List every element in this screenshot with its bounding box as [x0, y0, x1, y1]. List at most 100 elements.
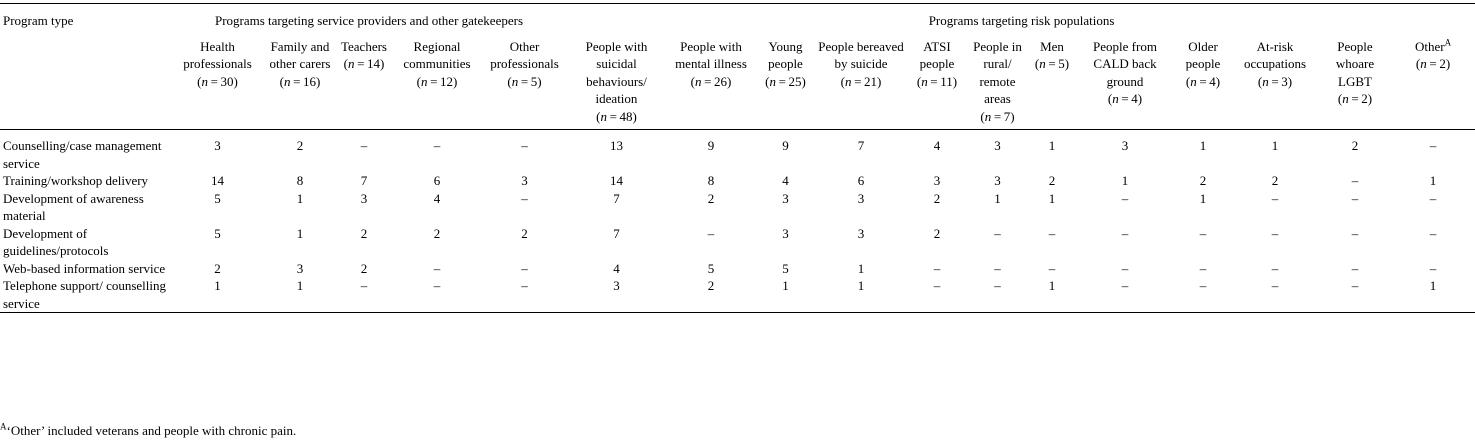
footnote-marker: A [0, 421, 7, 432]
table-cell: 1 [1271, 138, 1279, 153]
table-cell: – [1199, 260, 1207, 276]
table-cell: – [360, 278, 368, 293]
column-header-n: (n = 11) [916, 73, 958, 89]
column-header-n-value: 2 [1439, 56, 1446, 71]
column-header-n: (n = 4) [1185, 73, 1221, 89]
column-header-n: (n = 16) [279, 73, 321, 89]
column-header-label: Older people [1185, 38, 1221, 72]
table-cell: 9 [707, 138, 715, 153]
column-header-n: (n = 2) [1415, 56, 1451, 71]
table-cell: 2 [214, 260, 221, 276]
table-cell: 13 [610, 138, 623, 153]
table-cell: – [1351, 225, 1359, 241]
column-header-n-value: 30 [220, 73, 234, 89]
column-header-label: People in rural/ remote areas [973, 38, 1022, 107]
footnote: A‘Other’ included veterans and people wi… [0, 421, 297, 439]
table-cell: 2 [1271, 173, 1279, 188]
column-header: Health professionals (n = 30) [170, 30, 265, 130]
table-cell: 1 [1121, 173, 1129, 188]
column-header-label: Family and other carers [269, 38, 331, 72]
column-header-label: People with suicidal behaviours/ ideatio… [585, 38, 648, 107]
column-header: People in rural/ remote areas (n = 7) [966, 30, 1029, 130]
table-cell: – [521, 278, 528, 293]
column-header-n: (n = 48) [596, 108, 637, 124]
table-cell: 7 [613, 225, 620, 241]
table-cell: 4 [433, 190, 441, 206]
program-type-header: Program type [3, 13, 74, 28]
table-cell: 5 [214, 225, 221, 241]
table-cell: 1 [1048, 190, 1056, 206]
table-cell: 5 [707, 260, 715, 276]
table-row: Development of awareness material 5 1 3 4 – 7 2… [0, 190, 1475, 225]
table-cell: – [1048, 260, 1056, 276]
table-cell: 2 [360, 225, 368, 241]
column-header-label: People bereaved by suicide [818, 38, 904, 72]
column-header-n-value: 16 [303, 73, 317, 89]
table-cell: 1 [1429, 173, 1437, 188]
column-header-n-value: 48 [619, 108, 633, 124]
column-header: Family and other carers (n = 16) [265, 30, 335, 130]
column-header-label: Other [1414, 38, 1445, 54]
table-cell: – [933, 260, 941, 276]
table-row: Telephone support/ counselling service 1 1… [0, 277, 1475, 313]
column-header-n-value: 7 [1003, 108, 1011, 124]
table-cell: 2 [521, 225, 528, 241]
table-cell: 14 [610, 173, 623, 188]
table-cell: 7 [613, 190, 620, 206]
column-header-n-value: 4 [1209, 73, 1216, 89]
column-header-label: At-risk occupations [1243, 38, 1307, 72]
table-cell: 5 [214, 190, 221, 206]
table-row: Development of guidelines/protocols 5 1 2 2 2… [0, 225, 1475, 260]
column-header: People with mental illness (n = 26) [665, 30, 757, 130]
column-header-n-value: 4 [1131, 91, 1138, 106]
column-header: People bereaved by suicide (n = 21) [814, 30, 908, 130]
footnote-text: ‘Other’ included veterans and people wit… [6, 423, 297, 438]
table-cell: 8 [296, 173, 304, 188]
column-header: Young people (n = 25) [757, 30, 814, 130]
column-header-n: (n = 14) [343, 56, 385, 71]
table-cell: – [521, 190, 528, 206]
table-cell: 2 [933, 225, 941, 241]
column-header-n: (n = 5) [1034, 56, 1070, 71]
table-cell: 3 [933, 173, 941, 188]
table-cell: 3 [857, 225, 865, 241]
column-header-n: (n = 7) [980, 108, 1015, 124]
column-header-n-value: 5 [530, 73, 538, 89]
table-cell: – [1271, 190, 1279, 206]
table-cell: 8 [707, 173, 715, 188]
table-cell: 2 [296, 138, 304, 153]
table-cell: – [521, 260, 528, 276]
table-cell: 7 [857, 138, 865, 153]
table-cell: – [707, 225, 715, 241]
column-header-label: Regional communities [403, 38, 471, 72]
table-cell: 2 [707, 278, 715, 293]
column-header: Other professionals (n = 5) [481, 30, 568, 130]
table-cell: 7 [360, 173, 368, 188]
table-cell: – [994, 278, 1001, 293]
table-cell: 6 [433, 173, 441, 188]
column-header-n: (n = 30) [197, 73, 238, 89]
column-header-label: ATSI people [919, 38, 955, 72]
row-label: Development of guidelines/protocols [3, 225, 109, 259]
table-cell: – [433, 138, 441, 153]
column-header-label: People whoare LGBT [1335, 38, 1375, 89]
table-cell: – [1271, 225, 1279, 241]
table-cell: – [1429, 138, 1437, 153]
table-cell: – [1351, 278, 1359, 293]
column-header-label: Health professionals [183, 38, 252, 72]
column-header-n-value: 12 [440, 73, 454, 89]
table-cell: – [1271, 278, 1279, 293]
table-cell: 2 [933, 190, 941, 206]
table-row: Web-based information service 2 3 2 – – 4 5 5 1 – –… [0, 260, 1475, 278]
column-header: People with suicidal behaviours/ ideatio… [568, 30, 665, 130]
table-cell: – [433, 260, 441, 276]
table-cell: 2 [1351, 138, 1359, 153]
table-cell: 4 [613, 260, 620, 276]
table-cell: 2 [1199, 173, 1207, 188]
group-header-risk: Programs targeting risk populations [928, 13, 1115, 28]
table-cell: 1 [1199, 190, 1207, 206]
table-cell: 1 [994, 190, 1001, 206]
table-cell: – [1199, 278, 1207, 293]
column-header: ATSI people (n = 11) [908, 30, 966, 130]
